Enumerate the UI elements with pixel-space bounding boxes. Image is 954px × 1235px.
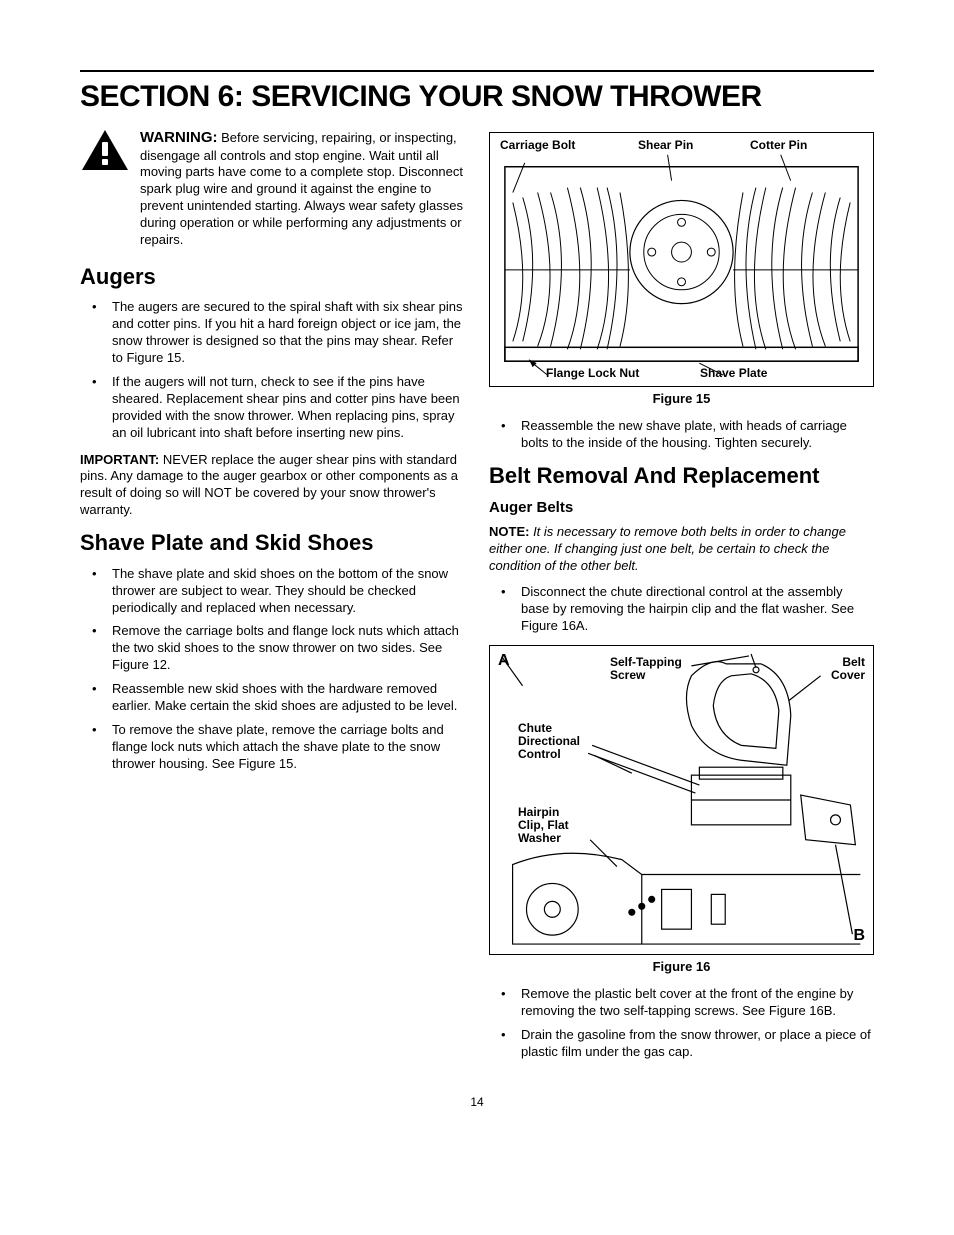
figure-16: A B Self-Tapping Screw Belt Cover Chute … [489, 645, 874, 955]
list-item: The augers are secured to the spiral sha… [80, 299, 465, 367]
list-item: Remove the plastic belt cover at the fro… [489, 986, 874, 1020]
note-label: NOTE: [489, 524, 529, 539]
warning-block: WARNING: Before servicing, repairing, or… [80, 128, 465, 249]
section-rule [80, 70, 874, 72]
figure-15-caption: Figure 15 [489, 391, 874, 408]
list-item: Drain the gasoline from the snow thrower… [489, 1027, 874, 1061]
fig16-label-b: B [853, 927, 865, 945]
two-column-layout: WARNING: Before servicing, repairing, or… [80, 128, 874, 1071]
fig15-label-cotter-pin: Cotter Pin [750, 139, 807, 152]
figure-15: Carriage Bolt Shear Pin Cotter Pin Flang… [489, 132, 874, 387]
warning-triangle-icon [80, 128, 130, 172]
right-column: Carriage Bolt Shear Pin Cotter Pin Flang… [489, 128, 874, 1071]
after-fig15-list: Reassemble the new shave plate, with hea… [489, 418, 874, 452]
list-item: The shave plate and skid shoes on the bo… [80, 566, 465, 617]
left-column: WARNING: Before servicing, repairing, or… [80, 128, 465, 1071]
fig15-label-flange-nut: Flange Lock Nut [546, 367, 639, 380]
fig16-label-a: A [498, 652, 510, 670]
page-number: 14 [80, 1095, 874, 1109]
shave-list: The shave plate and skid shoes on the bo… [80, 566, 465, 773]
belt-note: NOTE: It is necessary to remove both bel… [489, 524, 874, 575]
list-item: Remove the carriage bolts and flange loc… [80, 623, 465, 674]
figure-16-caption: Figure 16 [489, 959, 874, 976]
belt-list-1: Disconnect the chute directional control… [489, 584, 874, 635]
fig15-label-shave-plate: Shave Plate [700, 367, 767, 380]
note-text: It is necessary to remove both belts in … [489, 524, 846, 573]
fig15-label-carriage-bolt: Carriage Bolt [500, 139, 575, 152]
fig16-diagram-icon [490, 646, 873, 954]
fig16-label-self-tapping: Self-Tapping Screw [610, 656, 690, 682]
fig16-label-belt-cover: Belt Cover [821, 656, 865, 682]
list-item: To remove the shave plate, remove the ca… [80, 722, 465, 773]
fig16-label-hairpin: Hairpin Clip, Flat Washer [518, 806, 588, 846]
section-title: SECTION 6: SERVICING YOUR SNOW THROWER [80, 80, 874, 114]
list-item: Disconnect the chute directional control… [489, 584, 874, 635]
augers-heading: Augers [80, 263, 465, 292]
warning-label: WARNING: [140, 129, 218, 146]
fig15-label-shear-pin: Shear Pin [638, 139, 693, 152]
auger-belts-heading: Auger Belts [489, 498, 874, 518]
shave-plate-heading: Shave Plate and Skid Shoes [80, 529, 465, 558]
warning-body: Before servicing, repairing, or inspecti… [140, 130, 463, 247]
important-label: IMPORTANT: [80, 452, 159, 467]
list-item: Reassemble the new shave plate, with hea… [489, 418, 874, 452]
belt-list-2: Remove the plastic belt cover at the fro… [489, 986, 874, 1061]
list-item: Reassemble new skid shoes with the hardw… [80, 681, 465, 715]
fig15-diagram-icon [490, 133, 873, 386]
list-item: If the augers will not turn, check to se… [80, 374, 465, 442]
augers-list: The augers are secured to the spiral sha… [80, 299, 465, 441]
belt-heading: Belt Removal And Replacement [489, 462, 874, 491]
fig16-label-chute: Chute Directional Control [518, 722, 590, 762]
warning-text: WARNING: Before servicing, repairing, or… [140, 128, 465, 249]
important-note: IMPORTANT: NEVER replace the auger shear… [80, 452, 465, 520]
